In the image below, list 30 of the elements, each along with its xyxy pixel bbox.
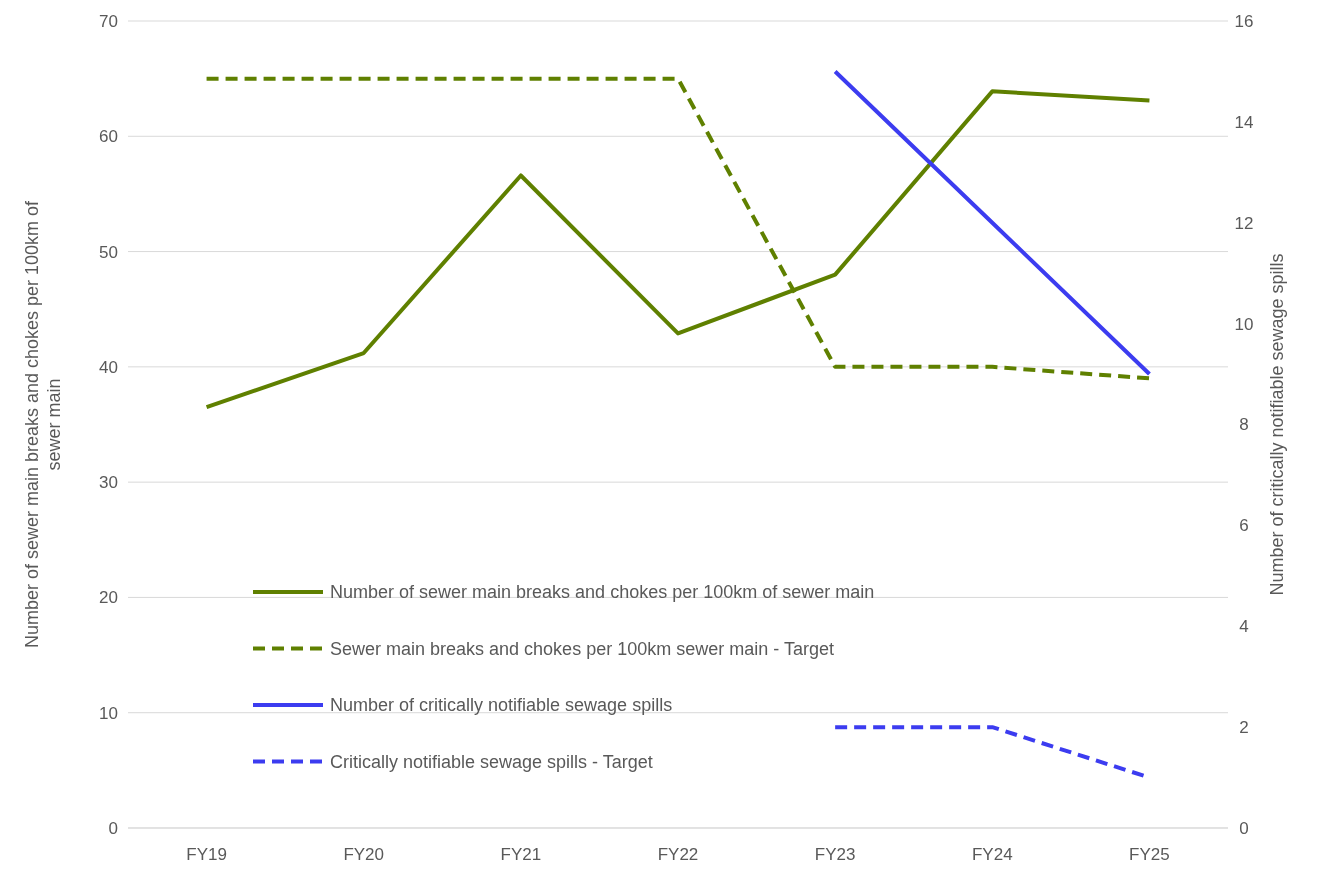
y-tick-label: 40 xyxy=(99,357,118,377)
y2-tick-label: 6 xyxy=(1239,516,1249,536)
y-tick-label: 70 xyxy=(99,11,118,31)
y-tick-label: 50 xyxy=(99,242,118,262)
x-tick-label: FY20 xyxy=(343,845,385,864)
legend-label: Number of sewer main breaks and chokes per 100km of sewer main xyxy=(330,582,875,603)
y2-tick-label: 4 xyxy=(1239,617,1249,637)
y-axis-title: Number of sewer main breaks and chokes per 100km of sewer main xyxy=(22,199,64,649)
legend-label: Sewer main breaks and chokes per 100km sewer main - Target xyxy=(330,638,834,659)
y2-tick-label: 16 xyxy=(1234,11,1254,31)
y2-tick-label: 10 xyxy=(1234,314,1254,334)
y-tick-label: 0 xyxy=(108,818,118,838)
x-tick-label: FY19 xyxy=(186,845,227,864)
legend-label: Critically notifiable sewage spills - Target xyxy=(330,751,653,772)
y-tick-label: 30 xyxy=(99,473,118,493)
y2-tick-label: 2 xyxy=(1239,718,1249,738)
x-tick-label: FY24 xyxy=(971,845,1013,864)
y2-tick-label: 0 xyxy=(1239,818,1249,838)
legend-label: Number of critically notifiable sewage spills xyxy=(330,695,673,716)
x-tick-label: FY22 xyxy=(657,845,699,864)
x-tick-label: FY25 xyxy=(1129,845,1170,864)
y-tick-label: 60 xyxy=(99,127,118,147)
y-tick-label: 10 xyxy=(99,703,118,723)
x-tick-label: FY23 xyxy=(814,845,856,864)
x-tick-label: FY21 xyxy=(500,845,542,864)
y-tick-label: 20 xyxy=(99,588,118,608)
y2-tick-label: 12 xyxy=(1234,213,1254,233)
y2-tick-label: 8 xyxy=(1239,415,1249,435)
y2-axis-title: Number of critically notifiable sewage spills xyxy=(1267,253,1287,596)
y2-tick-label: 14 xyxy=(1234,112,1254,132)
